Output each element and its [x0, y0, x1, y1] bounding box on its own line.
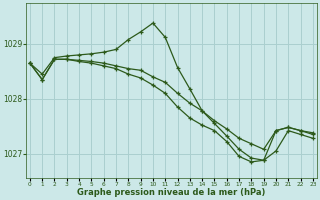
X-axis label: Graphe pression niveau de la mer (hPa): Graphe pression niveau de la mer (hPa) [77, 188, 266, 197]
